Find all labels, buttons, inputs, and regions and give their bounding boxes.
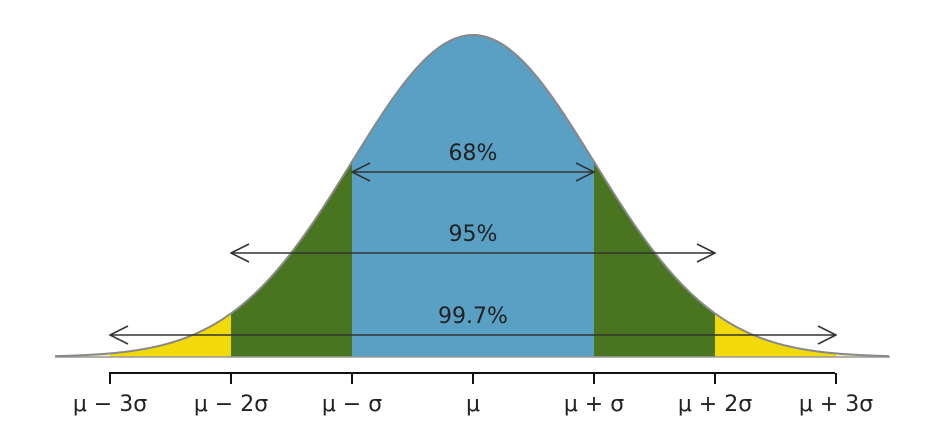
region: [352, 35, 594, 357]
tick-label: μ + 2σ: [678, 392, 752, 417]
range-label: 99.7%: [438, 304, 508, 329]
range-label: 68%: [449, 141, 498, 166]
region: [715, 313, 836, 357]
range-label: 95%: [449, 222, 498, 247]
ticks: μ − 3σ μ − 2σ μ − σ μ μ + σ μ + 2σ μ + 3σ: [73, 373, 873, 417]
tick-label: μ − 3σ: [73, 392, 147, 417]
tick-label: μ − σ: [322, 392, 382, 417]
tick-label: μ: [466, 392, 480, 417]
tick-label: μ − 2σ: [194, 392, 268, 417]
arrows: 68% 95% 99.7%: [110, 141, 836, 335]
tick-label: μ + 3σ: [799, 392, 873, 417]
region: [110, 313, 231, 357]
tick-label: μ + σ: [564, 392, 624, 417]
